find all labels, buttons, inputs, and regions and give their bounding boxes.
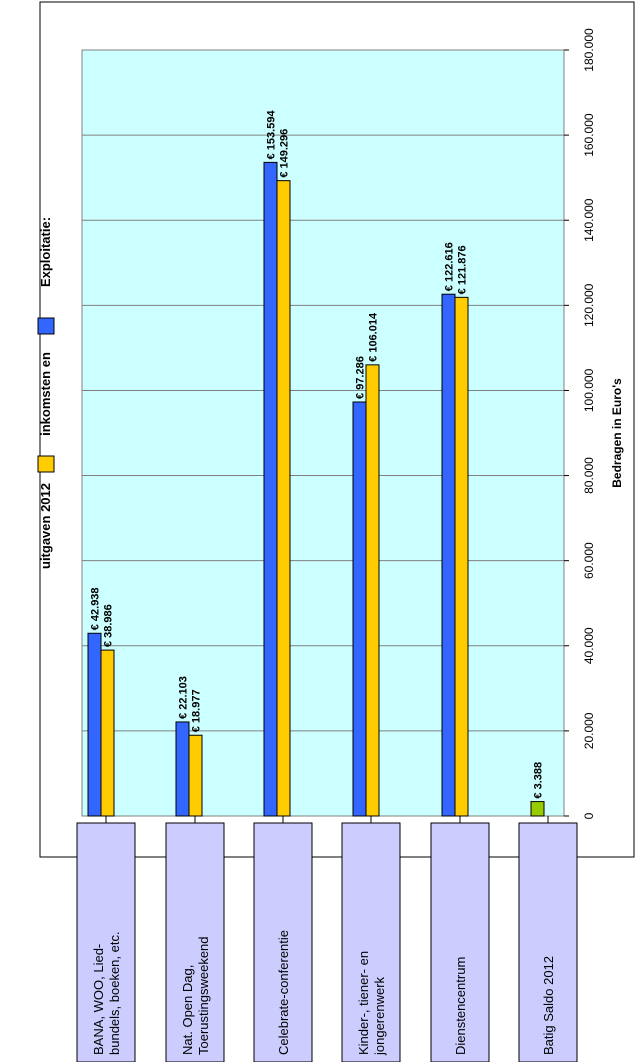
- category-box: [165, 822, 225, 1062]
- data-label: € 97.286: [355, 356, 367, 399]
- category-label: BANA, WOO, Lied-: [91, 944, 106, 1055]
- legend-swatch: [37, 317, 55, 335]
- legend-label: uitgaven 2012: [38, 483, 53, 569]
- category-box: [341, 822, 401, 1062]
- data-label: € 121.876: [457, 245, 469, 294]
- tick-label: 20.000: [582, 712, 596, 749]
- tick-label: 120.000: [582, 283, 596, 327]
- tick-label: 160.000: [582, 113, 596, 157]
- tick-label: 0: [582, 812, 596, 819]
- data-label: € 106.014: [368, 312, 380, 362]
- category-box: [430, 822, 490, 1062]
- plot-area: [81, 49, 565, 817]
- data-label: € 153.594: [266, 110, 278, 160]
- category-label: Dienstencentrum: [453, 957, 468, 1055]
- tick-label: 180.000: [582, 28, 596, 72]
- tick-label: 140.000: [582, 198, 596, 242]
- category-label: Celebrate-conferentie: [276, 930, 291, 1055]
- data-label: € 3.388: [533, 762, 545, 799]
- bar: [276, 180, 291, 817]
- category-label: Nat. Open Dag,: [180, 965, 195, 1055]
- bar: [87, 632, 102, 817]
- tick-label: 80.000: [582, 457, 596, 494]
- category-box: [253, 822, 313, 1062]
- data-label: € 38.986: [103, 604, 115, 647]
- legend: Exploitatie: inkomsten en uitgaven 2012: [37, 217, 55, 569]
- data-label: € 18.977: [191, 689, 203, 732]
- category-labels: BANA, WOO, Lied-bundels, boeken, etc. Nat…: [76, 816, 578, 1062]
- tick-label: 60.000: [582, 542, 596, 579]
- axis-ticks: 0 20.000 40.000 60.000 80.000 100.000 120.000 1…: [564, 28, 624, 819]
- bar: [352, 401, 367, 817]
- bar: [365, 364, 380, 817]
- category-label: jongerenwerk: [372, 976, 387, 1056]
- category-label: Kinder-, tiener- en: [356, 951, 371, 1055]
- bar: [454, 296, 469, 817]
- bar: [175, 721, 190, 817]
- bar: [100, 649, 115, 817]
- bar: [441, 293, 456, 817]
- bar: [263, 161, 278, 817]
- category-box: [76, 822, 136, 1062]
- category-label: Batig Saldo 2012: [541, 956, 556, 1055]
- tick-label: 100.000: [582, 368, 596, 412]
- legend-label: inkomsten en: [38, 352, 53, 436]
- legend-title: Exploitatie:: [38, 217, 53, 287]
- data-label: € 22.103: [178, 676, 190, 719]
- bar: [530, 801, 545, 817]
- legend-swatch: [37, 455, 55, 473]
- category-label: bundels, boeken, etc.: [107, 931, 122, 1055]
- tick-label: 40.000: [582, 627, 596, 664]
- bars: € 42.938 € 38.986 € 22.103 € 18.977 € 153.59…: [87, 110, 545, 817]
- gridlines: [82, 134, 564, 732]
- axis-title: Bedragen in Euro's: [610, 378, 624, 488]
- category-box: [518, 822, 578, 1062]
- bar: [188, 734, 203, 817]
- data-label: € 42.938: [90, 587, 102, 630]
- category-label: Toerustingsweekend: [196, 936, 211, 1055]
- data-label: € 149.296: [279, 129, 291, 178]
- data-label: € 122.616: [444, 242, 456, 291]
